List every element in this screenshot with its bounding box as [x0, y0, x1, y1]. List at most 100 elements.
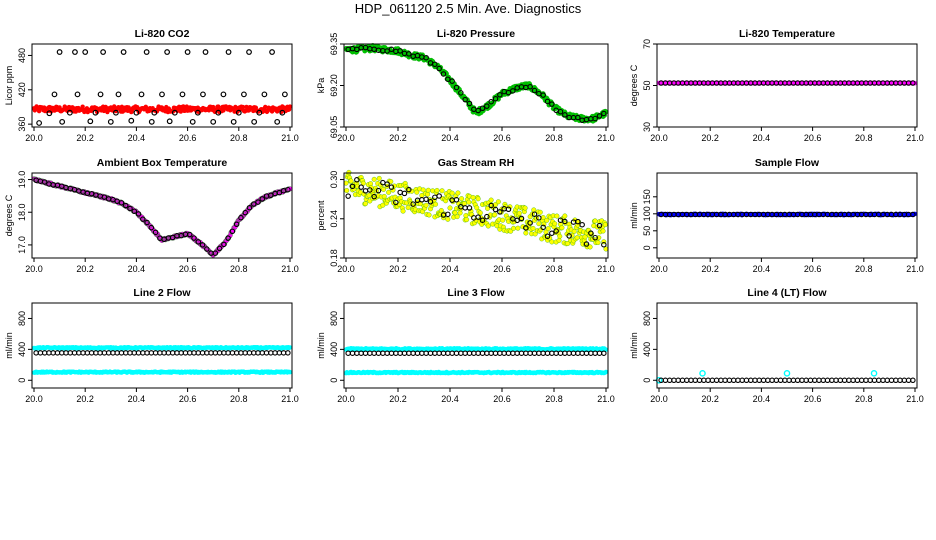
- point: [419, 197, 425, 203]
- point: [522, 205, 528, 211]
- point: [406, 51, 412, 57]
- x-tick-label: 20.6: [493, 394, 511, 404]
- point: [82, 49, 89, 55]
- x-tick-label: 21.0: [906, 133, 924, 143]
- x-tick-label: 20.0: [25, 133, 43, 143]
- point: [133, 109, 140, 116]
- chart-rh: Gas Stream RH 20.0 20.2 20.4 20.6 20.8 21.0 0.1…: [316, 157, 615, 274]
- point: [242, 209, 248, 216]
- point: [579, 221, 585, 228]
- point: [592, 350, 598, 356]
- point: [527, 220, 533, 226]
- point: [549, 230, 555, 236]
- point: [501, 350, 507, 356]
- point: [471, 350, 477, 356]
- point: [420, 187, 426, 193]
- y-tick-label: 19.0: [17, 171, 27, 189]
- point: [171, 109, 178, 116]
- point: [279, 109, 286, 116]
- y-axis-label: ml/min: [4, 332, 14, 359]
- x-tick-label: 20.2: [389, 264, 407, 274]
- point: [596, 350, 603, 356]
- point: [588, 350, 594, 356]
- point: [255, 199, 261, 205]
- y-tick-label: 17.0: [17, 236, 27, 254]
- point: [556, 237, 562, 243]
- y-axis-label: degrees C: [629, 64, 639, 106]
- point: [436, 65, 442, 72]
- point: [449, 78, 455, 84]
- series-rh-1: [345, 177, 607, 248]
- point: [72, 49, 78, 55]
- point: [386, 189, 392, 195]
- point: [269, 49, 275, 55]
- point: [51, 91, 58, 98]
- point: [479, 217, 486, 223]
- point: [527, 83, 533, 90]
- point: [107, 118, 114, 125]
- series-line2-1: [31, 369, 293, 375]
- point: [565, 241, 571, 246]
- point: [74, 91, 81, 98]
- series-line3-1: [343, 369, 609, 376]
- point: [191, 235, 197, 241]
- point: [371, 350, 377, 356]
- point: [601, 241, 607, 248]
- point: [345, 193, 351, 199]
- point: [410, 350, 416, 356]
- point: [445, 216, 451, 222]
- point: [485, 223, 491, 229]
- y-tick-label: 400: [642, 342, 652, 357]
- point: [516, 210, 522, 216]
- point: [536, 221, 542, 227]
- x-tick-label: 20.2: [701, 133, 719, 143]
- point: [388, 350, 395, 356]
- y-axis-label: Licor ppm: [4, 66, 14, 106]
- point: [419, 350, 425, 356]
- point: [135, 211, 142, 217]
- point: [466, 199, 472, 205]
- point: [423, 196, 429, 203]
- series-line2-2: [33, 350, 291, 356]
- plot-title: Sample Flow: [755, 157, 820, 169]
- point: [492, 350, 499, 356]
- point: [466, 205, 473, 211]
- point: [59, 118, 66, 125]
- point: [189, 118, 196, 125]
- point: [475, 350, 481, 356]
- plot-title: Li-820 CO2: [135, 28, 190, 40]
- point: [518, 350, 525, 356]
- point: [46, 110, 53, 117]
- point: [285, 186, 291, 193]
- y-tick-label: 360: [17, 117, 27, 132]
- point: [464, 217, 470, 223]
- y-tick-label: 400: [329, 342, 339, 357]
- point: [474, 205, 480, 211]
- point: [492, 212, 498, 218]
- point: [500, 217, 506, 223]
- y-tick-label: 69.05: [329, 116, 339, 139]
- x-tick-label: 20.6: [179, 264, 197, 274]
- series-co2-0: [31, 104, 293, 115]
- point: [276, 189, 283, 196]
- point: [492, 206, 499, 213]
- y-tick-label: 420: [17, 82, 27, 97]
- x-tick-label: 20.4: [128, 394, 146, 404]
- point: [495, 199, 501, 205]
- x-tick-label: 20.0: [25, 394, 43, 404]
- point: [537, 209, 543, 215]
- point: [423, 54, 429, 61]
- plot-title: Line 2 Flow: [133, 287, 191, 299]
- point: [414, 189, 420, 195]
- point: [345, 350, 351, 356]
- point: [475, 214, 481, 220]
- point: [349, 183, 356, 190]
- point: [554, 213, 560, 219]
- x-tick-label: 20.8: [545, 264, 563, 274]
- chart-co2: Li-820 CO2 20.0 20.2 20.4 20.6 20.8 21.0 360 420…: [4, 28, 299, 143]
- point: [562, 350, 568, 356]
- point: [549, 101, 555, 107]
- point: [164, 49, 171, 55]
- x-tick-label: 20.6: [804, 394, 822, 404]
